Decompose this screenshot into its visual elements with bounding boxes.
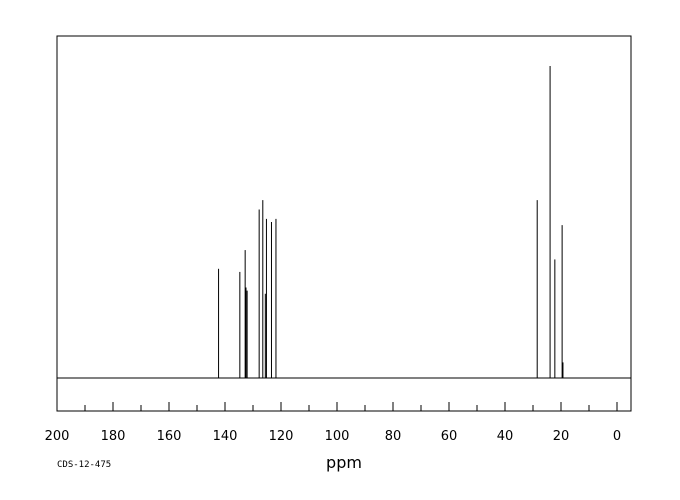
tick-label-100: 100 <box>325 429 350 444</box>
x-axis-label: ppm <box>326 453 362 472</box>
tick-label-140: 140 <box>213 429 238 444</box>
tick-label-160: 160 <box>157 429 182 444</box>
x-axis-ticks <box>56 402 618 411</box>
compound-code: CDS-12-475 <box>57 460 111 470</box>
x-axis-tick-labels: 200 180 160 140 120 100 80 60 40 20 0 <box>45 429 622 444</box>
tick-label-80: 80 <box>385 429 402 444</box>
plot-frame <box>56 35 632 412</box>
tick-label-200: 200 <box>45 429 70 444</box>
tick-label-40: 40 <box>497 429 514 444</box>
tick-label-60: 60 <box>441 429 458 444</box>
tick-label-120: 120 <box>269 429 294 444</box>
tick-label-20: 20 <box>553 429 570 444</box>
tick-label-180: 180 <box>101 429 126 444</box>
tick-label-0: 0 <box>613 429 621 444</box>
peak-group <box>218 66 564 378</box>
